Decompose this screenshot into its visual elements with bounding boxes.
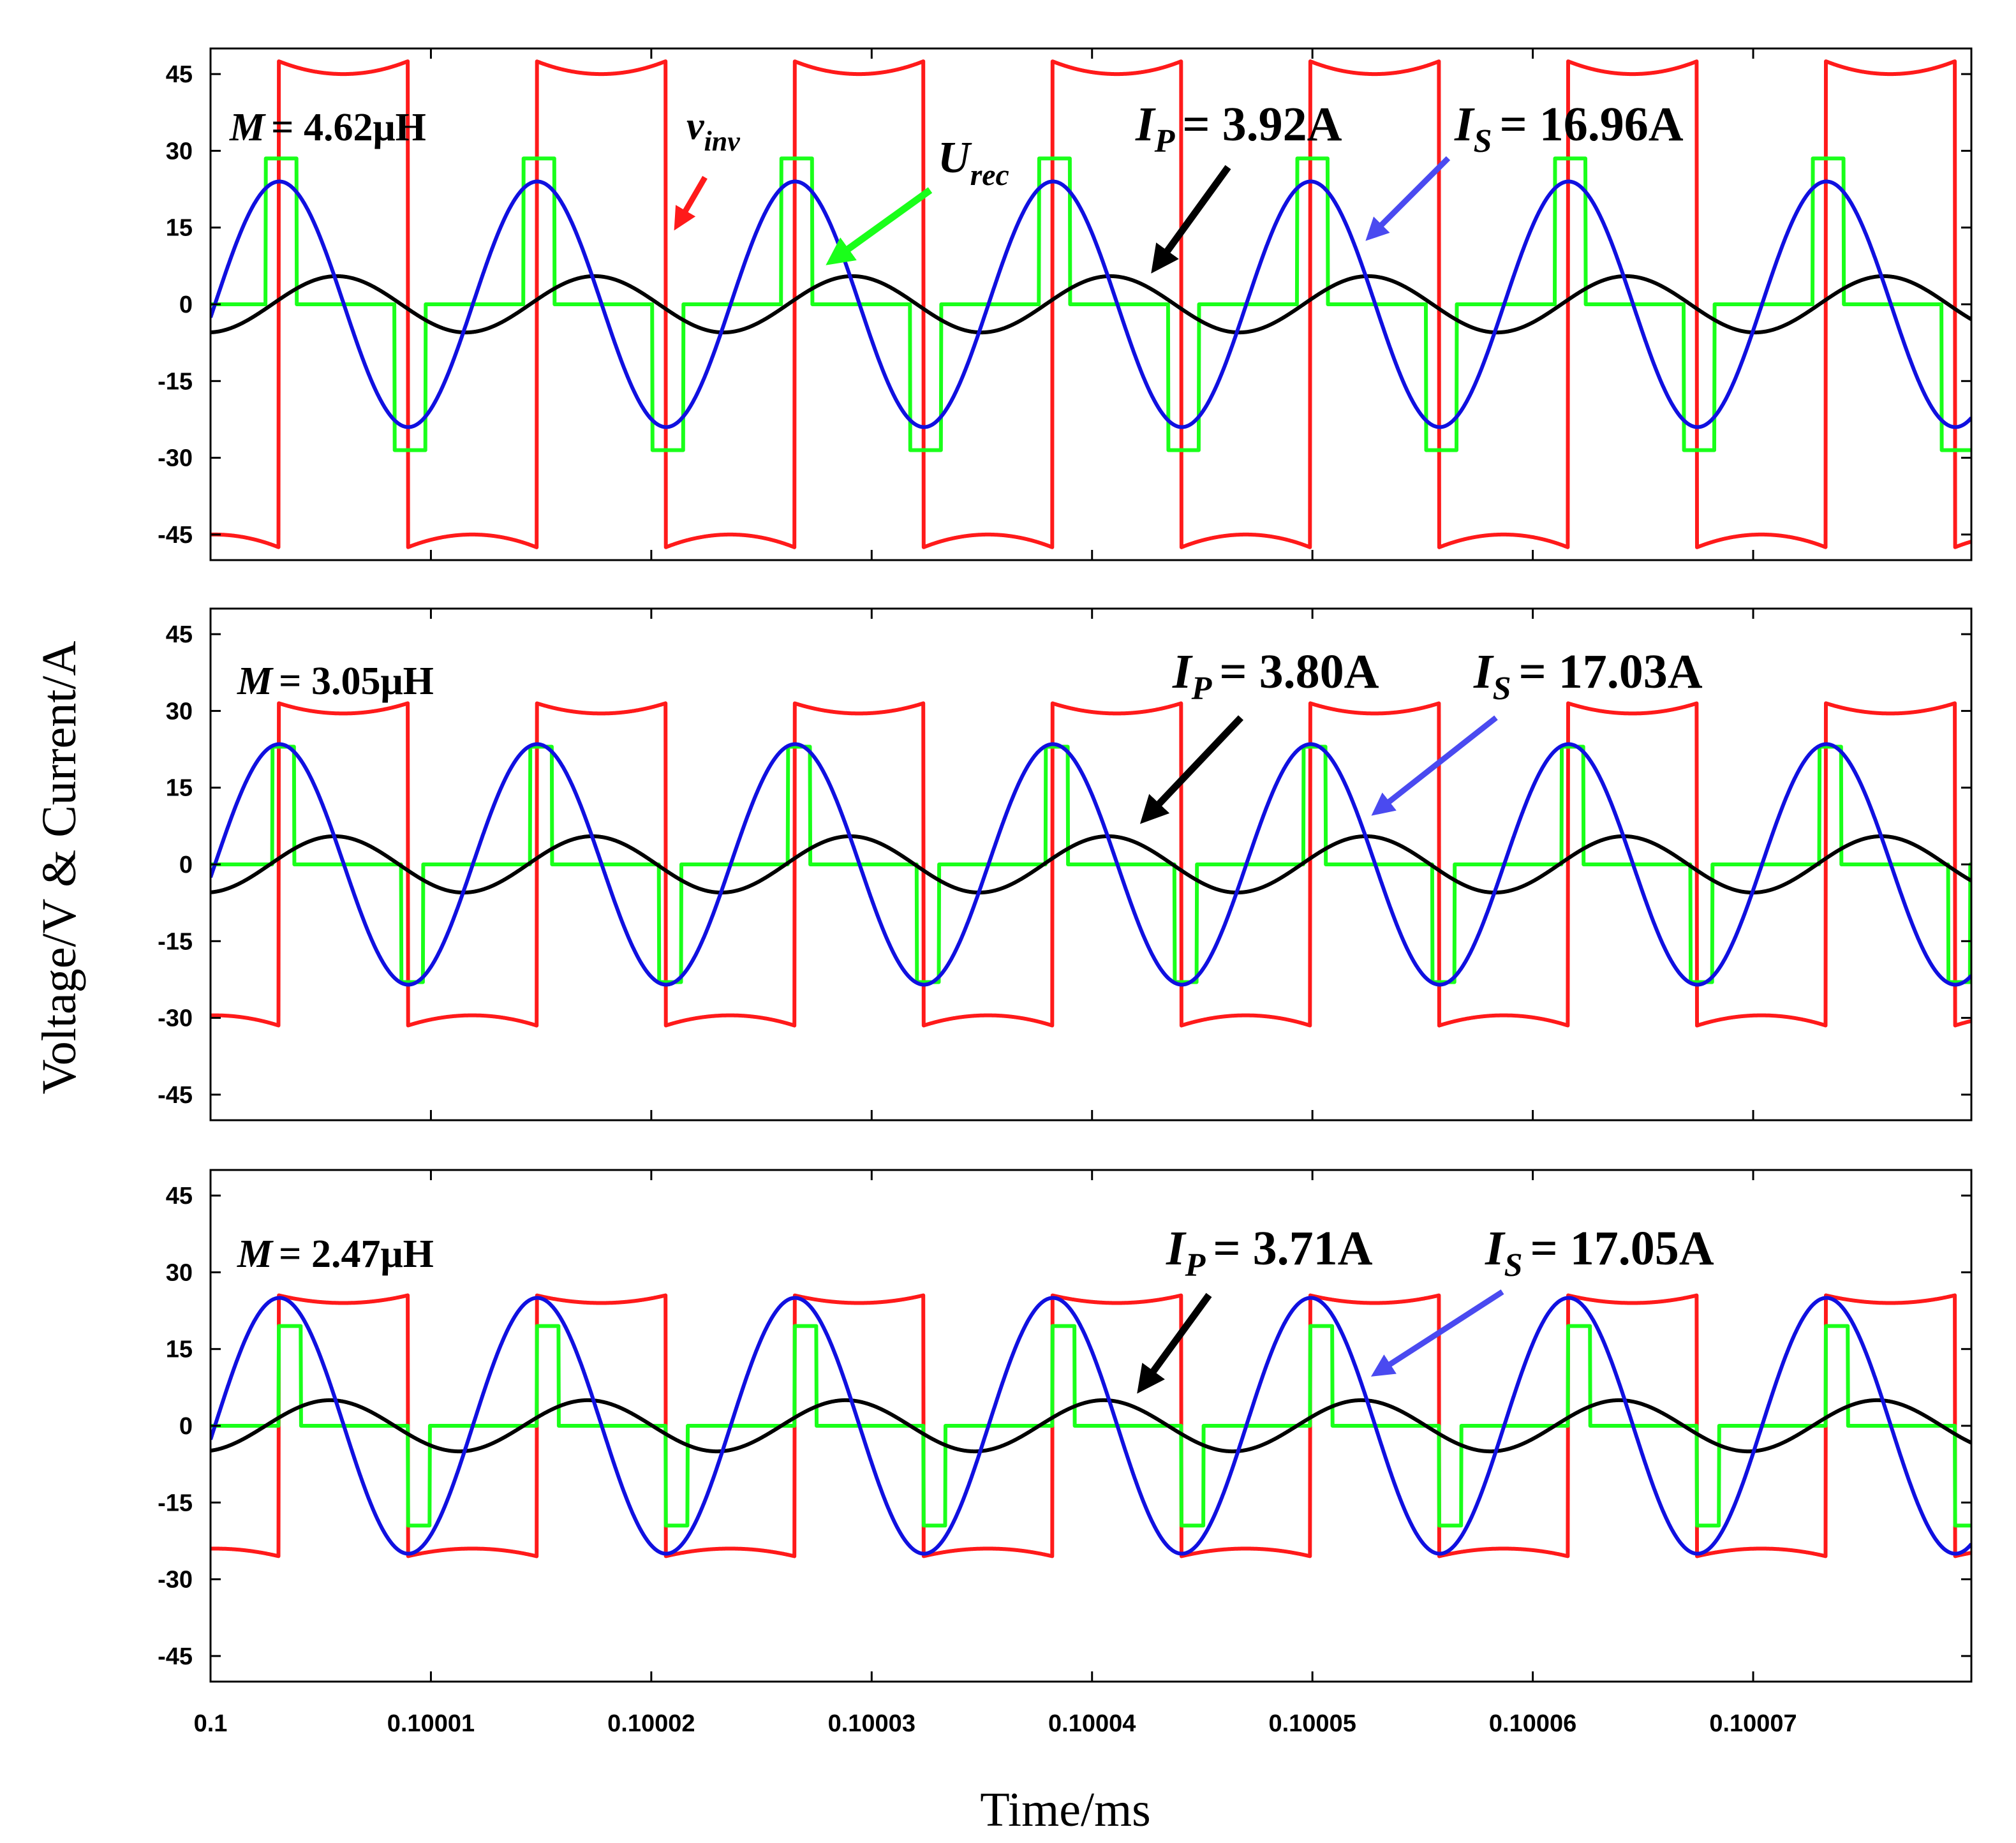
- panel-2-y-tick-label: 45: [166, 621, 193, 648]
- panel-2-is-label: IS = 17.03A: [1473, 645, 1703, 707]
- panel-3-y-tick-label: -15: [158, 1490, 193, 1516]
- panel-2-y-tick-label: 30: [166, 698, 193, 725]
- panel-3-y-tick-label: 30: [166, 1259, 193, 1286]
- panel-1-y-tick-label: 45: [166, 61, 193, 88]
- panel-3-y-tick-label: 15: [166, 1336, 193, 1363]
- panel-2-series-i-s: [211, 742, 1971, 987]
- x-tick-label: 0.10002: [607, 1710, 695, 1737]
- panel-1-vinv-label: vinv: [686, 105, 740, 157]
- panel-1-y-tick-label: 15: [166, 215, 193, 242]
- x-axis-title: Time/ms: [980, 1783, 1151, 1837]
- panel-3-is-arrow: [1370, 1289, 1504, 1377]
- panel-1-series-u-rec: [211, 156, 1971, 452]
- x-tick-label: 0.10007: [1709, 1710, 1797, 1737]
- panel-1: 45 30 15 0 -15 -30 -45 M = 4.62μH vinv Urec IP =…: [158, 47, 1973, 561]
- panel-1-is-label: IS = 16.96A: [1454, 98, 1684, 159]
- panel-3-series-i-p: [211, 1398, 1971, 1454]
- x-tick-label: 0.10001: [387, 1710, 475, 1737]
- panel-2-series-i-p: [211, 834, 1971, 895]
- panel-2-ip-arrow: [1139, 715, 1243, 824]
- panel-1-series-i-p: [211, 274, 1971, 335]
- panel-3-series-u-rec: [211, 1324, 1971, 1528]
- panel-1-urec-label: Urec: [938, 133, 1009, 192]
- panel-3-y-tick-label: -30: [158, 1567, 193, 1594]
- panel-2-y-tick-label: -30: [158, 1005, 193, 1032]
- panel-2-m-label: M = 3.05μH: [237, 660, 434, 703]
- panel-2-ticks: 45 30 15 0 -15 -30 -45: [158, 609, 1971, 1120]
- panel-1-m-label: M = 4.62μH: [229, 106, 426, 149]
- panel-2-y-tick-label: -15: [158, 928, 193, 955]
- x-tick-label: 0.10006: [1489, 1710, 1576, 1737]
- panel-1-vinv-arrow: [674, 175, 708, 231]
- panel-3-series-i-s: [211, 1296, 1971, 1556]
- panel-2-plot: [211, 701, 1971, 1028]
- panel-2-ip-label: IP = 3.80A: [1172, 645, 1379, 707]
- panel-3-ip-arrow: [1137, 1292, 1212, 1394]
- panel-3-is-label: IS = 17.05A: [1485, 1222, 1714, 1284]
- panel-2-is-arrow: [1371, 715, 1498, 816]
- panel-3-m-label: M = 2.47μH: [237, 1232, 434, 1276]
- panel-1-is-arrow: [1365, 156, 1451, 241]
- panel-2-y-tick-label: -45: [158, 1082, 193, 1109]
- y-axis-title: Voltage/V & Current/A: [33, 641, 86, 1095]
- panel-3-plot: [211, 1293, 1971, 1558]
- panel-1-series-i-s: [211, 179, 1971, 429]
- panel-3-ticks: 45 30 15 0 -15 -30 -45 0.1 0.10001 0.10002 0.10003…: [158, 1170, 1971, 1737]
- panel-1-y-tick-label: -30: [158, 445, 193, 472]
- panel-3: 45 30 15 0 -15 -30 -45 0.1 0.10001 0.10002 0.10003…: [158, 1169, 1973, 1737]
- panel-3-series-v-inv: [211, 1293, 1971, 1558]
- panel-2-series-v-inv: [211, 701, 1971, 1028]
- panel-1-plot: [211, 59, 1971, 549]
- panel-2: 45 30 15 0 -15 -30 -45 M = 3.05μH IP = 3.80A IS =…: [158, 607, 1973, 1121]
- panel-2-series-u-rec: [211, 744, 1971, 984]
- x-tick-label: 0.1: [194, 1710, 228, 1737]
- panel-3-y-tick-label: 0: [179, 1413, 193, 1440]
- panel-1-y-tick-label: -45: [158, 522, 193, 549]
- x-tick-label: 0.10003: [828, 1710, 915, 1737]
- panel-1-ticks: 45 30 15 0 -15 -30 -45: [158, 48, 1971, 560]
- panel-1-ip-label: IP = 3.92A: [1135, 98, 1342, 159]
- panel-2-y-tick-label: 15: [166, 775, 193, 802]
- x-tick-label: 0.10004: [1048, 1710, 1136, 1737]
- panel-3-y-tick-label: 45: [166, 1183, 193, 1210]
- panel-1-y-tick-label: -15: [158, 368, 193, 395]
- panel-3-ip-label: IP = 3.71A: [1166, 1222, 1373, 1284]
- panel-1-ip-arrow: [1151, 165, 1231, 274]
- panel-2-y-tick-label: 0: [179, 852, 193, 878]
- x-tick-label: 0.10005: [1268, 1710, 1356, 1737]
- panel-1-y-tick-label: 0: [179, 292, 193, 318]
- panel-3-y-tick-label: -45: [158, 1643, 193, 1670]
- panel-1-y-tick-label: 30: [166, 138, 193, 165]
- panel-1-urec-arrow: [826, 187, 933, 265]
- panel-1-series-v-inv: [211, 59, 1971, 549]
